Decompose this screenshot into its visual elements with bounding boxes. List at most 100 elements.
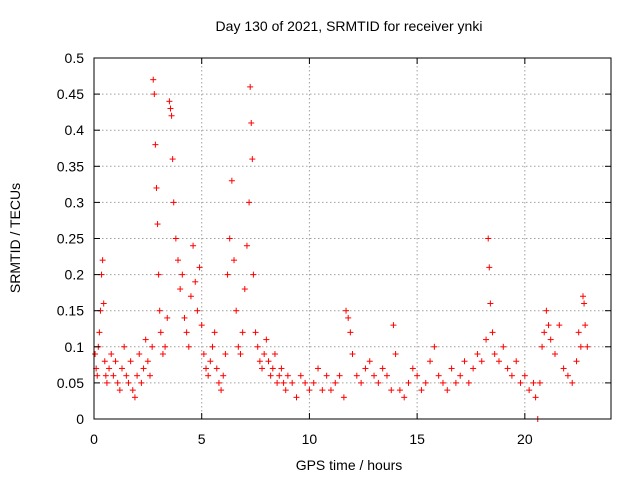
data-point (265, 358, 272, 365)
data-point (156, 307, 163, 314)
data-point (129, 387, 136, 394)
data-point (187, 293, 194, 300)
data-point (573, 358, 580, 365)
data-point (239, 329, 246, 336)
data-point (483, 336, 490, 343)
data-point (508, 372, 515, 379)
data-point (213, 365, 220, 372)
data-point (409, 365, 416, 372)
data-point (431, 343, 438, 350)
data-point (181, 314, 188, 321)
data-point (168, 112, 175, 119)
y-tick-label: 0.3 (65, 194, 85, 210)
data-point (343, 307, 350, 314)
data-point (127, 358, 134, 365)
data-point (315, 365, 322, 372)
y-tick-label: 0.2 (65, 267, 85, 283)
y-tick-label: 0.15 (57, 303, 84, 319)
data-point (116, 387, 123, 394)
data-point (491, 351, 498, 358)
data-point (250, 271, 257, 278)
data-point (228, 177, 235, 184)
data-point (155, 271, 162, 278)
data-point (547, 336, 554, 343)
data-point (119, 365, 126, 372)
data-point (162, 343, 169, 350)
data-point (545, 322, 552, 329)
data-point (577, 343, 584, 350)
data-point (539, 343, 546, 350)
data-point (278, 365, 285, 372)
data-point (177, 286, 184, 293)
data-point (293, 394, 300, 401)
data-point (551, 351, 558, 358)
data-point (366, 358, 373, 365)
data-point (452, 379, 459, 386)
data-point (306, 387, 313, 394)
data-point (209, 343, 216, 350)
data-point (136, 351, 143, 358)
data-point (336, 372, 343, 379)
data-point (263, 336, 270, 343)
data-point (179, 271, 186, 278)
data-point (485, 235, 492, 242)
data-point (362, 365, 369, 372)
data-point (166, 98, 173, 105)
data-point (205, 372, 212, 379)
data-point (582, 322, 589, 329)
data-point (99, 257, 106, 264)
data-point (302, 379, 309, 386)
x-tick-label: 5 (198, 431, 206, 447)
data-point (541, 329, 548, 336)
data-point (94, 372, 101, 379)
chart-title: Day 130 of 2021, SRMTID for receiver ynk… (216, 18, 483, 34)
data-point (435, 372, 442, 379)
data-point (581, 300, 588, 307)
data-point (144, 358, 151, 365)
data-point (284, 372, 291, 379)
data-point (123, 372, 130, 379)
grid-layer (94, 58, 611, 419)
data-point (241, 286, 248, 293)
data-point (175, 257, 182, 264)
data-point (247, 83, 254, 90)
data-point (237, 351, 244, 358)
data-point (526, 387, 533, 394)
data-point (108, 351, 115, 358)
data-point (102, 372, 109, 379)
data-point (448, 365, 455, 372)
data-point (500, 343, 507, 350)
data-point (185, 343, 192, 350)
data-point (183, 329, 190, 336)
data-point (486, 264, 493, 271)
data-point (153, 184, 160, 191)
data-point (192, 278, 199, 285)
data-point (564, 372, 571, 379)
data-point (390, 322, 397, 329)
data-point (114, 379, 121, 386)
data-point (340, 394, 347, 401)
data-point (349, 351, 356, 358)
x-tick-label: 15 (409, 431, 425, 447)
data-point (478, 358, 485, 365)
data-point (470, 365, 477, 372)
data-point (405, 379, 412, 386)
data-point (280, 379, 287, 386)
data-point (235, 343, 242, 350)
data-point (152, 141, 159, 148)
data-point (375, 379, 382, 386)
data-point (474, 351, 481, 358)
data-point (388, 387, 395, 394)
data-point (274, 379, 281, 386)
data-point (149, 343, 156, 350)
y-tick-label: 0.1 (65, 339, 85, 355)
data-point (513, 358, 520, 365)
data-point (142, 336, 149, 343)
axes-layer: 0 0.05 0.1 0.15 0.2 0.25 0.3 0.35 0.4 0.45 0.5 0 5 10… (57, 50, 612, 447)
data-point (248, 119, 255, 126)
x-tick-label: 0 (90, 431, 98, 447)
y-tick-label: 0.5 (65, 50, 85, 66)
y-tick-label: 0.35 (57, 158, 84, 174)
